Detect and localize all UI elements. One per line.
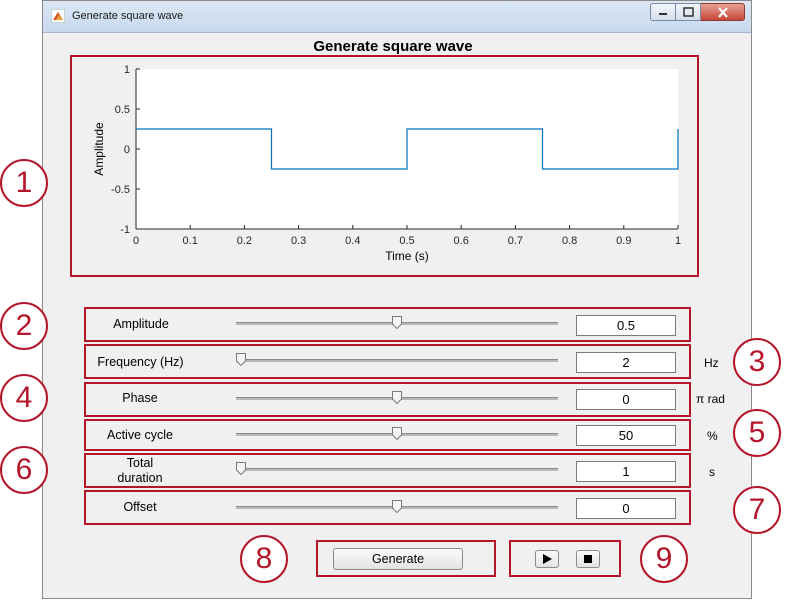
offset-row-box bbox=[84, 490, 691, 525]
x-tick-label: 0.1 bbox=[183, 235, 198, 247]
total-duration-unit: s bbox=[709, 465, 715, 479]
total-duration-label-line1: Total bbox=[126, 456, 154, 470]
matlab-icon bbox=[51, 9, 65, 23]
square-wave-line bbox=[136, 128, 679, 170]
frequency-label: Frequency (Hz) bbox=[97, 355, 184, 369]
plot-highlight-box bbox=[70, 55, 699, 277]
x-tick-label: 0.7 bbox=[508, 235, 523, 247]
y-tick-label: -0.5 bbox=[111, 184, 130, 196]
play-icon bbox=[543, 554, 552, 564]
amplitude-row-box bbox=[84, 307, 691, 342]
badge-5: 5 bbox=[733, 409, 781, 457]
amplitude-slider[interactable] bbox=[236, 316, 558, 329]
title-bar: Generate square wave bbox=[43, 1, 751, 33]
active-cycle-input[interactable]: 50 bbox=[576, 425, 676, 446]
plot-title: Generate square wave bbox=[313, 38, 473, 55]
amplitude-input[interactable]: 0.5 bbox=[576, 315, 676, 336]
total-duration-label: Total duration bbox=[100, 456, 180, 486]
y-tick-label: 0 bbox=[124, 144, 130, 156]
y-axis-label: Amplitude bbox=[92, 122, 106, 176]
minimize-icon bbox=[659, 13, 667, 15]
offset-label: Offset bbox=[123, 500, 157, 514]
x-axis-label: Time (s) bbox=[385, 249, 429, 263]
total-duration-input[interactable]: 1 bbox=[576, 461, 676, 482]
active-cycle-row-box bbox=[84, 419, 691, 451]
frequency-row-box bbox=[84, 344, 691, 379]
window-title: Generate square wave bbox=[72, 10, 184, 22]
phase-row-box bbox=[84, 382, 691, 417]
close-icon bbox=[717, 6, 728, 18]
stop-icon bbox=[584, 555, 592, 563]
total-duration-label-line2: duration bbox=[117, 471, 163, 485]
phase-unit: π rad bbox=[696, 392, 725, 406]
frequency-unit: Hz bbox=[704, 356, 719, 370]
offset-input[interactable]: 0 bbox=[576, 498, 676, 519]
y-tick-label: -1 bbox=[120, 224, 130, 236]
generate-highlight-box bbox=[316, 540, 496, 577]
x-tick-label: 0.9 bbox=[616, 235, 631, 247]
active-cycle-unit: % bbox=[707, 429, 718, 443]
total-duration-slider[interactable] bbox=[236, 462, 558, 475]
generate-button[interactable]: Generate bbox=[333, 548, 463, 570]
frequency-input[interactable]: 2 bbox=[576, 352, 676, 373]
phase-input[interactable]: 0 bbox=[576, 389, 676, 410]
y-tick-label: 1 bbox=[124, 64, 130, 76]
badge-9: 9 bbox=[640, 535, 688, 583]
slider-thumb[interactable] bbox=[392, 391, 402, 404]
x-tick-label: 0.3 bbox=[291, 235, 306, 247]
x-tick-label: 0 bbox=[133, 235, 139, 247]
amplitude-label: Amplitude bbox=[113, 317, 169, 331]
play-button[interactable] bbox=[535, 550, 559, 568]
badge-7: 7 bbox=[733, 486, 781, 534]
badge-1: 1 bbox=[0, 159, 48, 207]
active-cycle-slider[interactable] bbox=[236, 427, 558, 440]
phase-label: Phase bbox=[122, 391, 158, 405]
y-tick-label: 0.5 bbox=[115, 104, 130, 116]
maximize-icon bbox=[682, 7, 694, 17]
stop-button[interactable] bbox=[576, 550, 600, 568]
badge-8: 8 bbox=[240, 535, 288, 583]
slider-thumb[interactable] bbox=[236, 462, 246, 475]
minimize-button[interactable] bbox=[650, 3, 676, 21]
x-tick-label: 0.6 bbox=[454, 235, 469, 247]
x-tick-label: 0.5 bbox=[399, 235, 414, 247]
active-cycle-label: Active cycle bbox=[107, 428, 173, 442]
x-tick-label: 0.8 bbox=[562, 235, 577, 247]
slider-thumb[interactable] bbox=[236, 353, 246, 366]
slider-thumb[interactable] bbox=[392, 316, 402, 329]
offset-slider[interactable] bbox=[236, 500, 558, 513]
badge-3: 3 bbox=[733, 338, 781, 386]
badge-6: 6 bbox=[0, 446, 48, 494]
window-controls bbox=[650, 3, 745, 21]
slider-thumb[interactable] bbox=[392, 500, 402, 513]
frequency-slider[interactable] bbox=[236, 353, 558, 366]
badge-4: 4 bbox=[0, 374, 48, 422]
playback-highlight-box bbox=[509, 540, 621, 577]
x-tick-label: 0.4 bbox=[345, 235, 360, 247]
close-button[interactable] bbox=[701, 3, 745, 21]
phase-slider[interactable] bbox=[236, 391, 558, 404]
slider-thumb[interactable] bbox=[392, 427, 402, 440]
x-tick-label: 1 bbox=[675, 235, 681, 247]
badge-2: 2 bbox=[0, 302, 48, 350]
maximize-button[interactable] bbox=[676, 3, 701, 21]
x-tick-label: 0.2 bbox=[237, 235, 252, 247]
total-duration-row-box bbox=[84, 453, 691, 488]
